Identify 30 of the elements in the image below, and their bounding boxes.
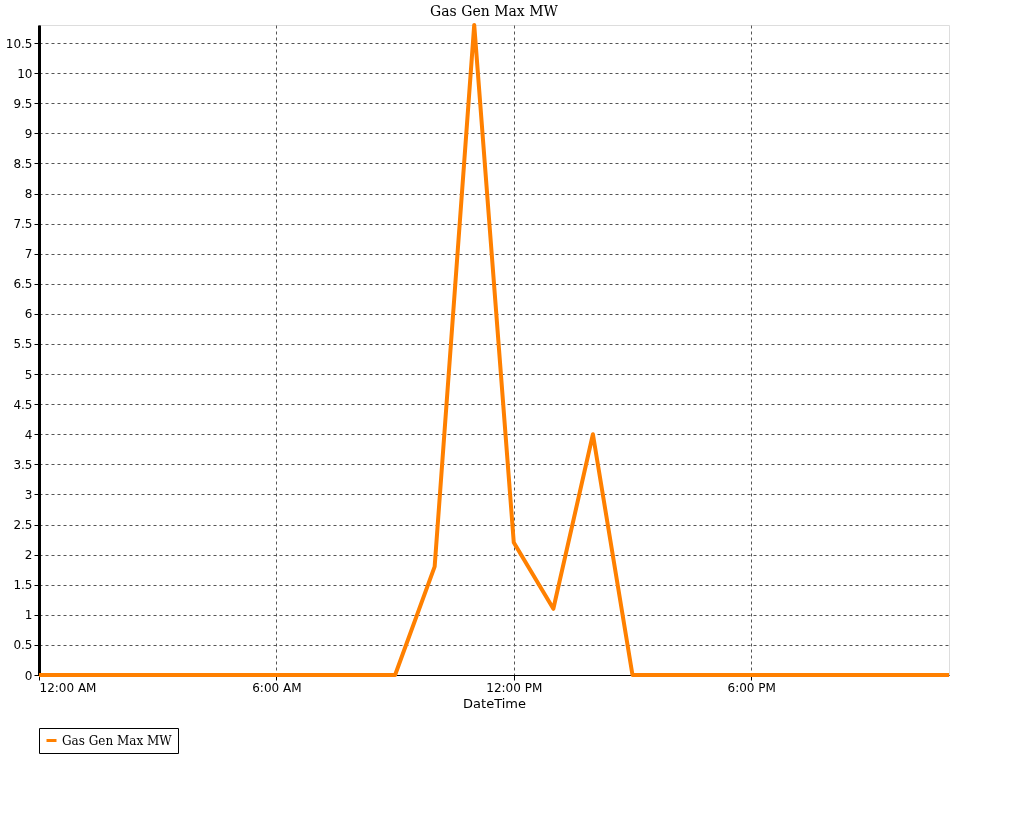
y-tick-label: 8 (24, 187, 33, 202)
y-tick-label: 8.5 (13, 156, 33, 171)
y-tick-label: 9.5 (13, 96, 33, 111)
y-tick-label: 6 (24, 307, 33, 322)
x-tick-label: 6:00 PM (727, 680, 776, 695)
x-tick-label: 12:00 PM (486, 680, 543, 695)
y-tick-label: 3.5 (13, 457, 33, 472)
y-tick-label: 5.5 (13, 337, 33, 352)
chart-title: Gas Gen Max MW (430, 3, 559, 19)
y-tick-label: 4 (24, 427, 33, 442)
y-tick-label: 10.5 (5, 36, 33, 51)
y-tick-label: 10 (17, 66, 33, 81)
y-tick-label: 7 (24, 247, 33, 262)
x-tick-label: 6:00 AM (252, 680, 302, 695)
y-tick-label: 6.5 (13, 277, 33, 292)
y-tick-label: 0.5 (13, 638, 33, 653)
y-tick-label: 1.5 (13, 578, 33, 593)
y-tick-label: 9 (24, 126, 33, 141)
y-tick-label: 7.5 (13, 217, 33, 232)
x-tick-label: 12:00 AM (39, 680, 97, 695)
y-tick-label: 4.5 (13, 397, 33, 412)
line-series (37, 23, 951, 677)
x-axis-title: DateTime (463, 695, 526, 711)
y-tick-label: 0 (24, 668, 33, 683)
y-tick-label: 1 (24, 608, 33, 623)
y-tick-label: 3 (24, 487, 33, 502)
y-tick-label: 2 (24, 548, 33, 563)
legend-label: Gas Gen Max MW (62, 733, 173, 748)
y-tick-label: 5 (24, 367, 33, 382)
y-tick-label: 2.5 (13, 518, 33, 533)
